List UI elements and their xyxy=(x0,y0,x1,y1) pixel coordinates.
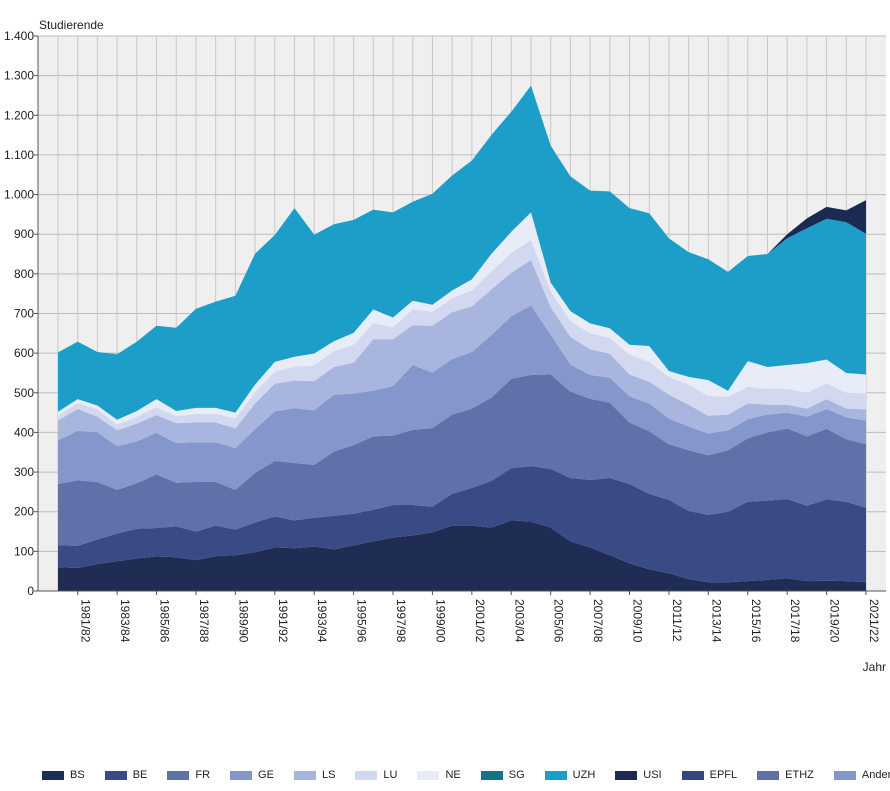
x-tick-label: 1981/82 xyxy=(79,599,93,643)
stacked-area-chart: 0 100 200 300 400 500 600 700 800 900 1.000 1.100 1.… xyxy=(4,18,886,674)
x-tick-label: 2021/22 xyxy=(867,599,881,643)
legend-swatch xyxy=(167,770,190,780)
x-axis-label: Jahr xyxy=(863,660,886,674)
legend-swatch xyxy=(480,770,503,780)
legend-label: EPFL xyxy=(709,769,738,781)
axes xyxy=(34,35,886,592)
area-bs xyxy=(58,520,866,591)
legend-swatch xyxy=(833,770,856,780)
legend-label: SG xyxy=(508,769,525,781)
area-lu xyxy=(58,240,866,431)
legend-swatch xyxy=(681,770,704,780)
x-tick-labels: 1981/82 1983/84 1985/86 1987/88 1989/90 1991/… xyxy=(77,591,881,643)
y-tick-label: 600 xyxy=(14,346,34,360)
legend-swatch xyxy=(293,770,316,780)
legend-swatch xyxy=(355,770,378,780)
x-tick-label: 2015/16 xyxy=(749,599,763,643)
x-tick-label: 1985/86 xyxy=(158,599,172,643)
area-fr xyxy=(58,374,866,546)
x-tick-label: 2003/04 xyxy=(512,599,526,643)
area-ne xyxy=(58,212,866,425)
x-tick-label: 1997/98 xyxy=(394,599,408,643)
y-tick-label: 1.400 xyxy=(4,29,34,43)
legend-swatch xyxy=(544,770,567,780)
x-tick-label: 2013/14 xyxy=(709,599,723,643)
legend-swatch xyxy=(42,770,64,780)
legend-label: GE xyxy=(258,769,274,781)
y-tick-label: 800 xyxy=(14,267,34,281)
x-tick-label: 2001/02 xyxy=(473,599,487,643)
legend-label: ETHZ xyxy=(785,769,814,781)
x-tick-label: 1995/96 xyxy=(355,599,369,643)
legend-item-ne: NE xyxy=(417,769,480,781)
legend-item-ge: GE xyxy=(230,769,294,781)
legend-item-be: BE xyxy=(104,769,168,781)
series-areas xyxy=(58,85,866,591)
y-tick-label: 0 xyxy=(27,584,34,598)
legend-swatch xyxy=(230,770,253,780)
y-tick-label: 200 xyxy=(14,505,34,519)
y-tick-label: 1.000 xyxy=(4,188,34,202)
x-tick-label: 1993/94 xyxy=(315,599,329,643)
x-tick-label: 2005/06 xyxy=(552,599,566,643)
x-tick-label: 1991/92 xyxy=(276,599,290,643)
x-tick-label: 2011/12 xyxy=(670,599,684,642)
y-tick-label: 1.100 xyxy=(4,148,34,162)
legend-swatch xyxy=(104,770,127,780)
area-ge xyxy=(58,305,866,490)
legend-item-sg: SG xyxy=(480,769,545,781)
legend: BS BE FR GE LS LU NE SG UZH USI EPFL ETHZ Andere UI xyxy=(42,766,890,784)
legend-item-epfl: EPFL xyxy=(681,769,758,781)
legend-item-fr: FR xyxy=(167,769,230,781)
legend-label: UZH xyxy=(572,769,596,781)
y-tick-label: 500 xyxy=(14,386,34,400)
legend-swatch xyxy=(615,770,638,780)
legend-label: LU xyxy=(383,769,398,781)
legend-item-lu: LU xyxy=(355,769,417,781)
x-tick-label: 2019/20 xyxy=(828,599,842,643)
legend-item-uzh: UZH xyxy=(544,769,616,781)
y-tick-label: 900 xyxy=(14,227,34,241)
y-tick-labels: 0 100 200 300 400 500 600 700 800 900 1.000 1.100 1.… xyxy=(4,29,34,598)
legend-item-usi: USI xyxy=(615,769,681,781)
x-tick-label: 1983/84 xyxy=(118,599,132,643)
legend-label: Andere UI xyxy=(861,769,890,781)
y-tick-label: 700 xyxy=(14,307,34,321)
legend-item-bs: BS xyxy=(42,769,105,781)
area-uzh xyxy=(58,85,866,420)
x-tick-label: 1999/00 xyxy=(433,599,447,643)
y-tick-label: 300 xyxy=(14,465,34,479)
legend-item-ethz: ETHZ xyxy=(757,769,834,781)
x-tick-label: 2007/08 xyxy=(591,599,605,643)
area-ls xyxy=(58,260,866,449)
legend-label: NE xyxy=(445,769,461,781)
legend-label: FR xyxy=(195,769,211,781)
legend-label: BS xyxy=(70,769,85,781)
y-tick-label: 400 xyxy=(14,425,34,439)
y-tick-label: 1.200 xyxy=(4,108,34,122)
legend-swatch xyxy=(757,770,780,780)
y-tick-label: 1.300 xyxy=(4,69,34,83)
x-tick-label: 2009/10 xyxy=(631,599,645,643)
area-be xyxy=(58,466,866,583)
legend-item-ls: LS xyxy=(293,769,355,781)
x-tick-label: 2017/18 xyxy=(788,599,802,643)
legend-swatch xyxy=(417,770,440,780)
legend-item-andere-ui: Andere UI xyxy=(833,769,890,781)
y-tick-label: 100 xyxy=(14,544,34,558)
legend-label: USI xyxy=(643,769,662,781)
y-axis-label: Studierende xyxy=(39,18,104,32)
legend-label: BE xyxy=(132,769,148,781)
x-tick-label: 1989/90 xyxy=(236,599,250,643)
legend-label: LS xyxy=(321,769,336,781)
x-tick-label: 1987/88 xyxy=(197,599,211,643)
